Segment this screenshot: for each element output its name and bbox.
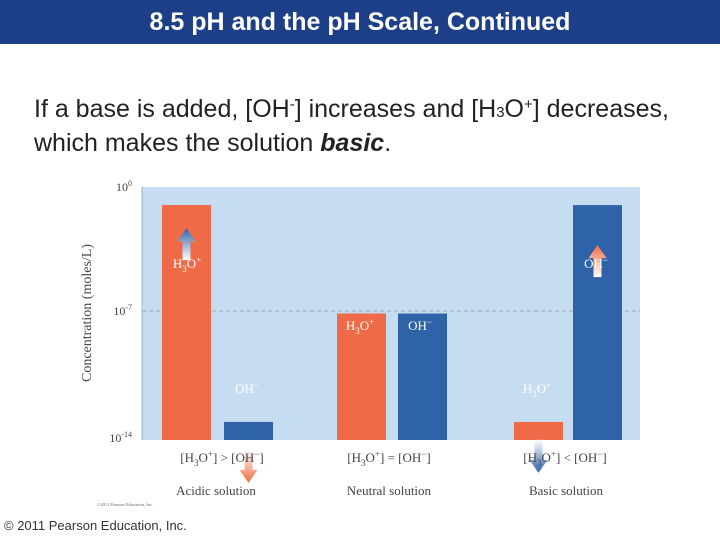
bar-oh-acidic	[224, 421, 273, 440]
category-label-neutral: Neutral solution	[347, 483, 432, 498]
bar-oh-basic	[573, 205, 622, 440]
category-label-basic: Basic solution	[529, 483, 604, 498]
arrows-group	[177, 228, 607, 483]
bars-group	[162, 205, 622, 440]
chart-copyright: ©2011 Pearson Education, Inc.	[97, 502, 153, 508]
body-sub-1: 3	[496, 104, 505, 121]
y-tick-2: 10-14	[109, 430, 132, 445]
bar-label-h3o-acidic: H3O+	[173, 255, 201, 274]
plot-area	[142, 187, 640, 440]
slide-title: 8.5 pH and the pH Scale, Continued	[149, 8, 571, 36]
title-bar: 8.5 pH and the pH Scale, Continued	[0, 0, 720, 44]
body-part-2: ] increases and [H	[294, 95, 497, 123]
bar-label-h3o-basic: H3O+	[523, 380, 551, 399]
bar-h3o-basic	[514, 421, 563, 440]
relation-basic: [H3O+] < [OH−]	[523, 449, 606, 468]
body-emphasis: basic	[320, 129, 385, 157]
copyright: © 2011 Pearson Education, Inc.	[4, 518, 187, 533]
y-axis-label: Concentration (moles/L)	[80, 244, 95, 382]
y-tick-1: 10-7	[113, 303, 132, 318]
relation-neutral: [H3O+] = [OH−]	[347, 449, 430, 468]
bar-label-h3o-neutral: H3O+	[346, 317, 374, 336]
body-part-4: ] decreases, which makes the solution	[34, 95, 669, 157]
bar-label-oh-acidic: OH−	[235, 380, 259, 396]
body-part-3: O	[504, 95, 524, 123]
relation-acidic: [H3O+] > [OH−]	[180, 449, 263, 468]
arrow-down-icon	[529, 439, 548, 473]
y-tick-0: 100	[116, 179, 132, 194]
body-sup-1: -	[289, 96, 295, 113]
bar-oh-neutral	[398, 313, 447, 440]
arrow-up-icon	[177, 228, 196, 261]
body-part-1: If a base is added, [OH	[34, 95, 290, 123]
arrow-down-icon	[239, 449, 258, 483]
body-text: If a base is added, [OH-] increases and …	[34, 92, 694, 160]
bar-label-oh-neutral: OH−	[408, 317, 432, 333]
body-sup-2: +	[524, 96, 533, 113]
arrow-up-icon	[588, 245, 607, 278]
bar-label-oh-basic: OH−	[584, 255, 608, 271]
body-end: .	[384, 129, 392, 157]
category-label-acidic: Acidic solution	[176, 483, 256, 498]
bar-h3o-neutral	[337, 313, 386, 440]
